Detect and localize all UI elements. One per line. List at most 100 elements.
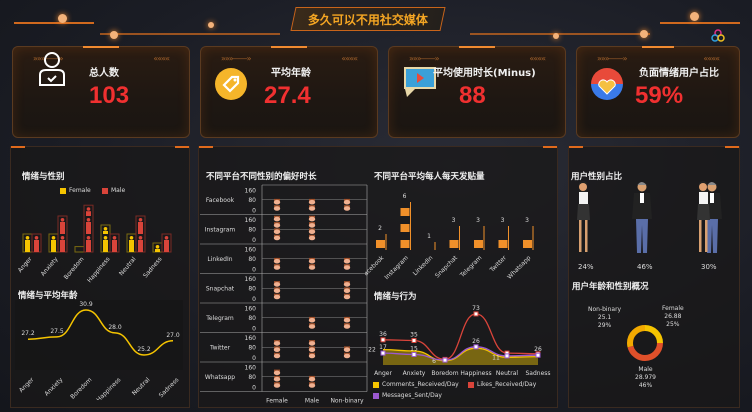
category-label: Whatsapp [506, 254, 532, 280]
category-label: Anxiety [40, 255, 60, 277]
panel-accent [175, 146, 189, 148]
nonbinary-pct: 30% [701, 263, 717, 271]
face-person-icon [273, 264, 281, 270]
face [273, 383, 281, 388]
person-body [86, 211, 91, 216]
header-line-left [14, 22, 94, 24]
male-person-icon [34, 236, 39, 252]
y-tick-label: 0 [252, 355, 256, 362]
user-check-icon [37, 51, 67, 91]
age-gender-title: 用户年龄和性别概况 [572, 282, 649, 292]
person-body [60, 222, 65, 234]
data-label: 11 [492, 354, 500, 361]
leg [579, 220, 582, 252]
person-head [138, 218, 143, 222]
face-person-icon [308, 352, 316, 359]
rings-logo-icon [711, 29, 725, 42]
donut-slice-male [627, 325, 663, 361]
male-person-icon [164, 236, 169, 252]
male-person-icon [60, 236, 65, 252]
face-person-icon [343, 205, 351, 211]
leg [585, 220, 588, 252]
face-person-icon [273, 198, 281, 205]
person-body [155, 249, 160, 252]
face-person-icon [343, 264, 351, 270]
data-label: 15 [410, 346, 418, 353]
card-glow [459, 46, 495, 48]
person-body [86, 240, 91, 252]
person-body [60, 240, 65, 252]
person-head [164, 236, 169, 240]
data-label: 26 [534, 346, 542, 353]
face-person-icon [343, 293, 351, 300]
legend-likes[interactable]: Likes_Received/Day [468, 381, 536, 388]
header-line-right [470, 33, 650, 35]
face [343, 258, 351, 264]
deco-dot [58, 14, 67, 23]
deco-dot [110, 31, 118, 39]
person-body [34, 240, 39, 252]
gender-share-figures [577, 181, 722, 253]
emotion-behavior-chart: 22 6 11 36 35 73 17 15 26 26 Anger Anxiety Boredom Ha… [368, 305, 550, 377]
kpi-label: 平均年龄 [271, 68, 311, 79]
person-head [155, 245, 160, 249]
category-label: Sadness [158, 376, 181, 399]
face [308, 376, 316, 382]
header-line-left2 [100, 33, 280, 35]
person-head [129, 236, 134, 240]
kpi-card: »»»——» «««« 平均使用时长(Minus) 88 [388, 46, 566, 138]
trousers [636, 219, 648, 253]
video-play-icon [403, 65, 437, 103]
y-tick-label: 80 [248, 226, 256, 233]
face [343, 199, 351, 205]
chevrons-left-icon: «««« [703, 54, 720, 63]
female-person-icon [25, 236, 30, 252]
plot-bg [15, 300, 183, 370]
y-tick-label: 160 [245, 188, 257, 195]
legend-comments[interactable]: Comments_Received/Day [373, 381, 459, 388]
hair [344, 205, 350, 208]
legend-male[interactable]: Male [102, 187, 125, 194]
male-person-icon [138, 218, 143, 234]
kpi-card: »»»——» «««« 负面情绪用户占比 59% [576, 46, 740, 138]
face-person-icon [273, 382, 281, 388]
panel-accent [569, 146, 583, 148]
emotion-behavior-title: 情绪与行为 [374, 292, 417, 302]
face [343, 324, 351, 329]
data-point [411, 352, 417, 357]
donut-label-male: Male 28.979 46% [635, 366, 656, 389]
head [579, 183, 587, 191]
data-point [473, 344, 479, 350]
data-label: 35 [410, 332, 418, 339]
legend-label: Comments_Received/Day [382, 381, 459, 388]
card-glow [641, 46, 675, 48]
data-label: 27.0 [166, 332, 180, 339]
legend-messages[interactable]: Messages_Sent/Day [373, 392, 442, 399]
leg [705, 220, 708, 252]
hair [274, 228, 280, 231]
face [308, 324, 316, 329]
face [308, 206, 316, 211]
person-head [86, 236, 91, 240]
category-label: Boredom [63, 256, 86, 281]
data-label: 6 [403, 193, 407, 200]
post-block-icon [400, 224, 410, 232]
panel-accent [11, 146, 25, 148]
female-person-icon [51, 236, 56, 252]
category-label: Boredom [431, 370, 458, 377]
pictorial-bar-outline [74, 246, 85, 253]
face-person-icon [273, 228, 281, 234]
person-head [103, 236, 108, 240]
post-block-icon [376, 240, 385, 248]
chevrons-right-icon: »»»——» [221, 54, 252, 63]
panel-accent [199, 146, 213, 148]
face [273, 288, 281, 293]
data-label: 73 [472, 305, 480, 312]
head [699, 183, 707, 191]
person-head [103, 227, 108, 231]
data-label: 25.2 [137, 346, 151, 353]
legend-female[interactable]: Female [60, 187, 91, 194]
face [273, 282, 281, 287]
y-tick-label: 0 [252, 385, 256, 392]
deco-dot [553, 33, 559, 39]
